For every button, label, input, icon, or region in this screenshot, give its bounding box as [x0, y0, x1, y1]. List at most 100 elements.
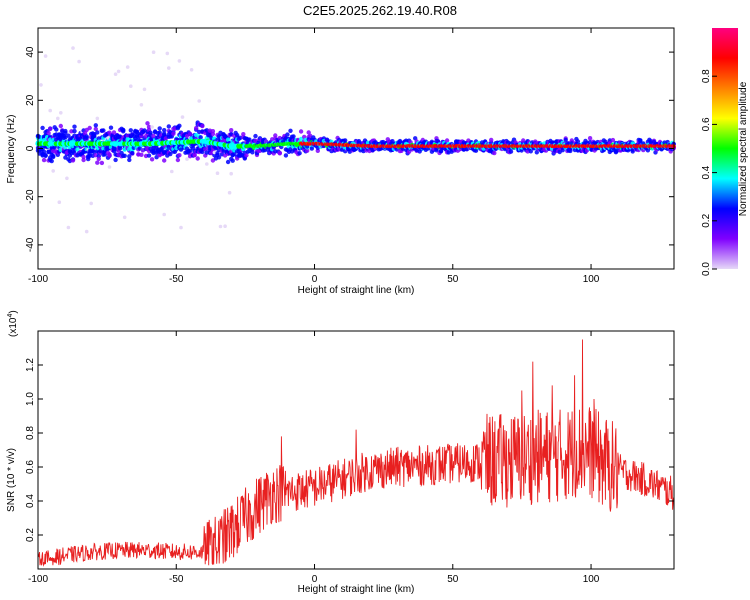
- spectrogram-outlier: [59, 111, 63, 115]
- spectrogram-point: [121, 127, 126, 133]
- spectrogram-point: [225, 159, 231, 165]
- spectrogram-point: [521, 138, 526, 143]
- spectrogram-outlier: [57, 200, 62, 204]
- spectrogram-point: [187, 132, 193, 137]
- spectrogram-point: [277, 150, 282, 156]
- spectrogram-x-tick-label: 100: [583, 274, 600, 285]
- spectrogram-point: [113, 157, 118, 163]
- spectrogram-point: [298, 136, 304, 142]
- spectrogram-point: [528, 149, 533, 154]
- snr-y-tick-label: 0.4: [25, 494, 36, 508]
- spectrogram-point: [108, 125, 114, 130]
- spectrogram-y-tick-label: 20: [25, 94, 36, 106]
- spectrogram-point: [200, 123, 205, 129]
- spectrogram-point: [343, 138, 348, 143]
- spectrogram-outlier: [197, 99, 201, 103]
- spectrogram-point: [575, 139, 581, 144]
- spectrogram-x-tick-label: -100: [28, 274, 48, 285]
- spectrogram-y-axis-label: Frequency (Hz): [6, 115, 17, 184]
- snr-y-tick-label: 1.2: [25, 358, 36, 372]
- spectrogram-panel: -100 -50 0 50 100 -40 -20 0 20 40 Height of stra…: [6, 27, 676, 296]
- spectrogram-outlier: [89, 201, 93, 206]
- spectrogram-point: [139, 152, 144, 157]
- snr-y-tick-label: 0.2: [25, 528, 36, 542]
- spectrogram-outlier: [65, 176, 69, 181]
- spectrogram-point: [127, 154, 132, 159]
- spectrogram-point: [92, 133, 97, 138]
- spectrogram-point: [51, 154, 56, 160]
- spectrogram-point: [93, 123, 99, 128]
- spectrogram-point: [95, 160, 100, 165]
- spectrogram-point: [81, 157, 86, 163]
- spectrogram-point: [84, 135, 89, 140]
- figure-title: C2E5.2025.262.19.40.R08: [303, 3, 457, 18]
- spectrogram-point: [241, 132, 246, 137]
- spectrogram-point: [587, 136, 593, 141]
- spectrogram-point: [534, 150, 539, 155]
- spectrogram-point: [229, 128, 234, 133]
- snr-multiplier-exp: 4: [7, 314, 14, 318]
- spectrogram-point: [306, 130, 311, 135]
- spectrogram-point: [175, 157, 181, 163]
- spectrogram-outlier: [142, 87, 147, 92]
- snr-x-axis-label: Height of straight line (km): [298, 584, 415, 595]
- snr-x-tick-label: -50: [169, 574, 184, 585]
- spectrogram-point: [43, 153, 48, 158]
- spectrogram-point: [40, 125, 45, 131]
- colorbar-gradient: [712, 28, 738, 269]
- spectrogram-point: [492, 150, 497, 156]
- spectrogram-point: [149, 157, 155, 162]
- spectrogram-point: [298, 129, 304, 134]
- spectrogram-point: [157, 126, 162, 131]
- spectrogram-point: [192, 153, 197, 158]
- colorbar-tick-label: 0.6: [701, 117, 712, 131]
- spectrogram-outlier: [56, 116, 60, 121]
- spectrogram-point: [101, 128, 106, 133]
- spectrogram-outlier: [51, 169, 55, 173]
- spectrogram-outlier: [113, 72, 118, 76]
- spectrogram-point: [177, 153, 182, 158]
- spectrogram-point: [162, 158, 167, 163]
- spectrogram-point: [72, 128, 77, 134]
- spectrogram-point: [235, 133, 240, 138]
- spectrogram-outlier: [189, 68, 194, 72]
- spectrogram-outlier: [77, 59, 81, 64]
- spectrogram-outlier: [215, 171, 220, 175]
- spectrogram-point: [99, 160, 105, 166]
- spectrogram-outlier: [129, 84, 133, 88]
- spectrogram-outlier: [170, 169, 174, 174]
- snr-x-tick-label: -100: [28, 574, 48, 585]
- spectrogram-outlier: [48, 108, 52, 113]
- spectrogram-outlier: [218, 224, 223, 229]
- spectrogram-outlier: [162, 212, 166, 217]
- colorbar-tick-label: 0.0: [701, 262, 712, 276]
- spectrogram-point: [72, 124, 77, 129]
- spectrogram-outlier: [185, 157, 189, 161]
- colorbar: 0.0 0.2 0.4 0.6 0.8 Normalized spectral ampl…: [701, 28, 749, 276]
- spectrogram-point: [232, 151, 237, 157]
- snr-y-ticks: 0.2 0.4 0.6 0.8 1.0 1.2: [25, 358, 674, 542]
- spectrogram-point: [58, 123, 63, 129]
- spectrogram-point: [309, 146, 314, 151]
- spectrogram-outlier: [125, 65, 130, 69]
- spectrogram-point: [195, 156, 200, 161]
- spectrogram-point: [305, 148, 310, 153]
- spectrogram-y-tick-label: -40: [25, 237, 36, 252]
- spectrogram-point: [162, 128, 167, 133]
- spectrogram-point: [198, 135, 203, 140]
- spectrogram-point: [70, 158, 76, 163]
- spectrogram-point: [75, 147, 80, 152]
- spectrogram-outlier: [84, 229, 89, 234]
- spectrogram-x-tick-label: 0: [312, 274, 318, 285]
- snr-x-tick-label: 50: [447, 574, 459, 585]
- spectrogram-point: [563, 137, 568, 143]
- spectrogram-point: [444, 138, 450, 143]
- spectrogram-point: [82, 131, 88, 136]
- spectrogram-outlier: [223, 224, 227, 228]
- spectrogram-outlier: [71, 46, 75, 50]
- spectrogram-point: [253, 133, 258, 139]
- spectrogram-y-ticks: -40 -20 0 20 40: [25, 46, 674, 252]
- spectrogram-point: [95, 130, 100, 135]
- spectrogram-point: [283, 153, 289, 158]
